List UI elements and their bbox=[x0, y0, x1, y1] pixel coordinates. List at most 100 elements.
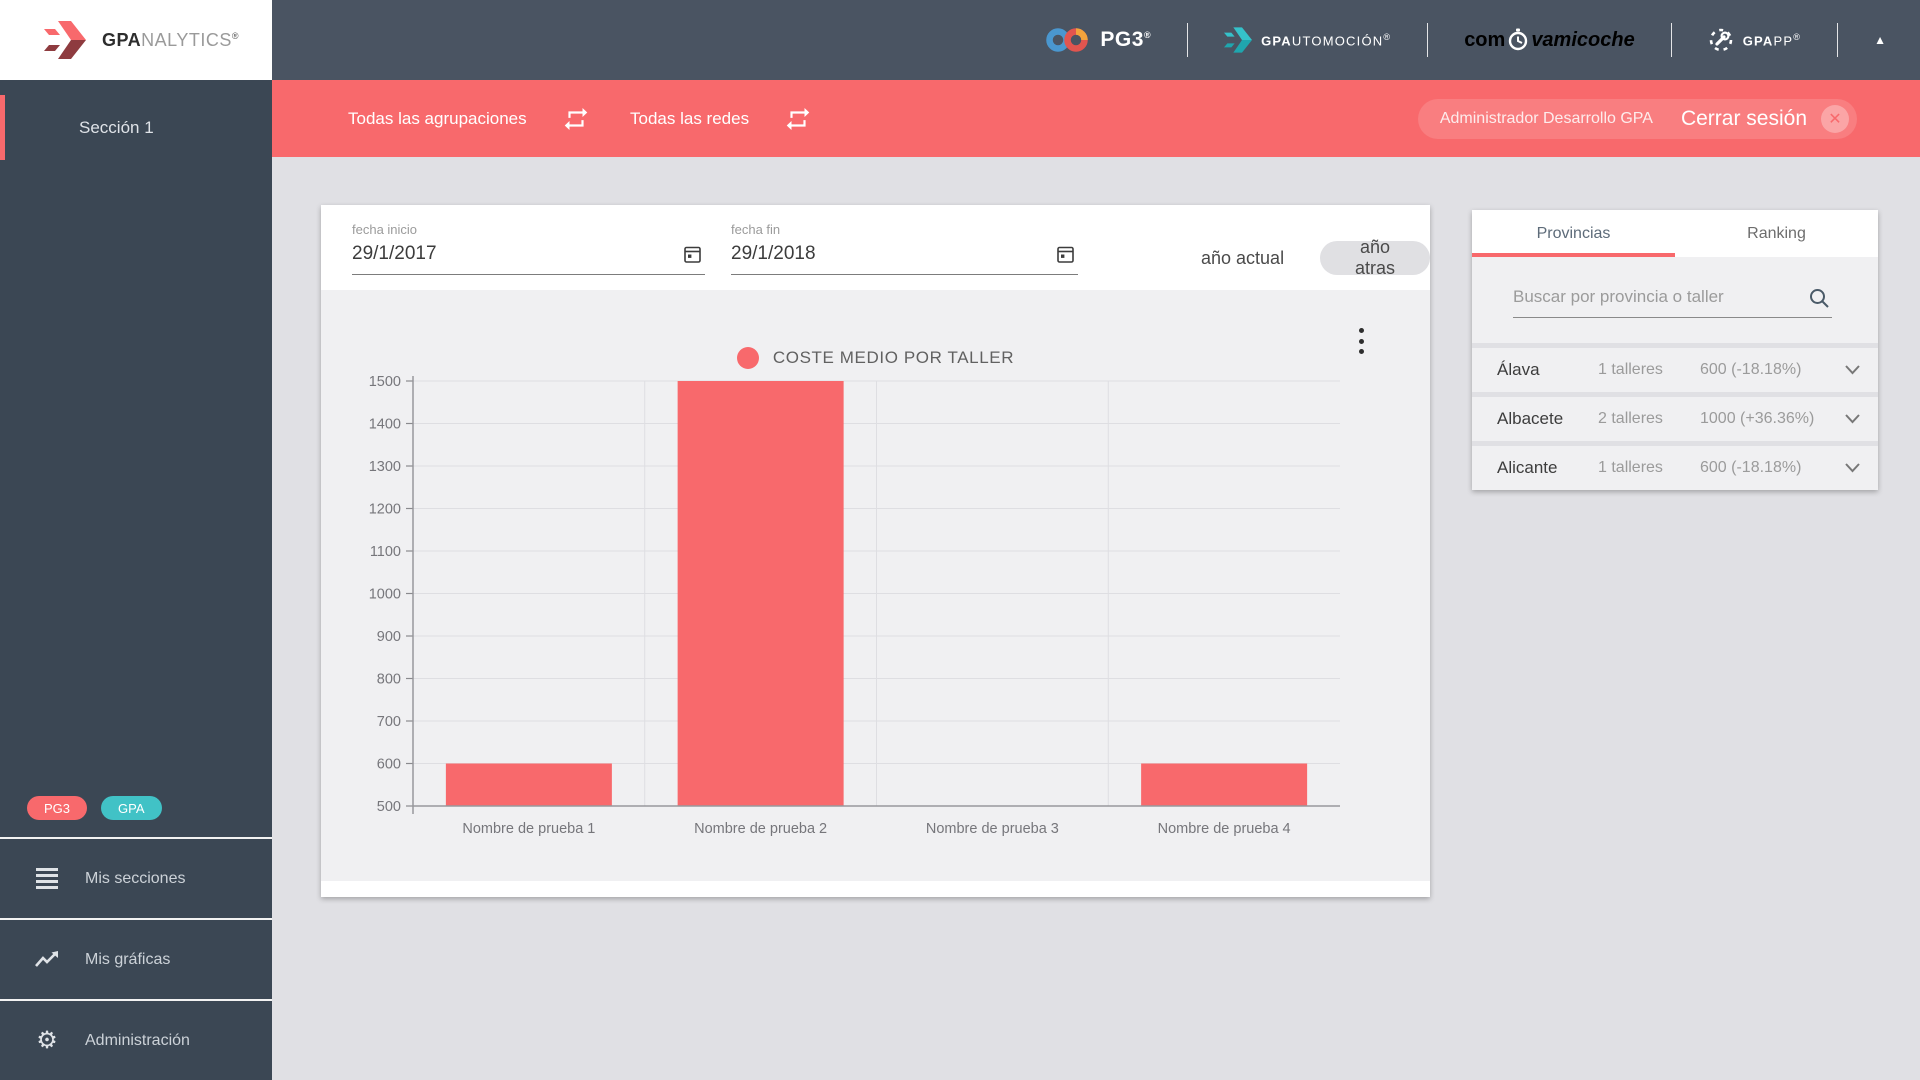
province-value: 1000 (+36.36%) bbox=[1700, 410, 1815, 427]
province-name: Álava bbox=[1497, 360, 1540, 379]
logout-label: Cerrar sesión bbox=[1680, 107, 1807, 130]
filter-toolbar: Todas las agrupaciones Todas las redes A… bbox=[272, 80, 1920, 157]
menu-item-label: Mis secciones bbox=[85, 869, 186, 887]
end-date-input[interactable]: 29/1/2018 bbox=[731, 243, 1078, 275]
y-tick-label: 1300 bbox=[369, 459, 401, 475]
redes-filter-label: Todas las redes bbox=[630, 108, 750, 128]
line-chart-icon bbox=[35, 950, 59, 969]
session-pill: Administrador Desarrollo GPA Cerrar sesi… bbox=[1417, 99, 1857, 139]
brand-wordmark: GPANALYTICS® bbox=[102, 29, 239, 50]
gpa-badge[interactable]: GPA bbox=[101, 796, 162, 820]
comprova-prefix: com bbox=[1464, 28, 1506, 51]
province-name: Alicante bbox=[1497, 458, 1558, 477]
chart-area: COSTE MEDIO POR TALLER 500 600 700 800 900 10… bbox=[321, 290, 1430, 881]
sidebar-item-mis-graficas[interactable]: Mis gráficas bbox=[0, 918, 272, 999]
pg3-infinity-icon bbox=[1046, 28, 1089, 52]
logout-x-icon: ✕ bbox=[1821, 105, 1849, 133]
y-tick-label: 1500 bbox=[369, 374, 401, 390]
sidebar-item-seccion-1[interactable]: Sección 1 bbox=[0, 95, 272, 160]
panel-tabs: Provincias Ranking bbox=[1472, 210, 1878, 257]
collapse-header-icon[interactable]: ▲ bbox=[1874, 33, 1886, 47]
province-row[interactable]: Álava 1 talleres 600 (-18.18%) bbox=[1472, 348, 1878, 392]
logout-button[interactable]: Cerrar sesión ✕ bbox=[1681, 105, 1849, 133]
chevron-down-icon[interactable] bbox=[1842, 462, 1862, 474]
calendar-icon[interactable] bbox=[1057, 245, 1074, 269]
chevron-down-icon[interactable] bbox=[1842, 364, 1862, 376]
pg3-badge[interactable]: PG3 bbox=[27, 796, 88, 820]
previous-year-button[interactable]: año atras bbox=[1320, 237, 1430, 278]
y-tick-label: 500 bbox=[377, 799, 401, 815]
x-category-label: Nombre de prueba 4 bbox=[1158, 821, 1291, 837]
province-row[interactable]: Albacete 2 talleres 1000 (+36.36%) bbox=[1472, 397, 1878, 441]
active-tab-underline bbox=[1472, 253, 1675, 257]
y-tick-label: 900 bbox=[377, 629, 401, 645]
agrupaciones-filter[interactable]: Todas las agrupaciones bbox=[348, 80, 589, 157]
chart-legend: COSTE MEDIO POR TALLER bbox=[321, 347, 1430, 369]
end-date-value: 29/1/2018 bbox=[731, 243, 816, 264]
province-name: Albacete bbox=[1497, 409, 1564, 428]
tab-provincias[interactable]: Provincias bbox=[1536, 224, 1611, 242]
bar bbox=[677, 381, 844, 806]
chart-options-kebab-icon[interactable] bbox=[1351, 328, 1371, 354]
end-date-field: fecha fin 29/1/2018 bbox=[731, 222, 1078, 275]
gpautomocion-logo: GPAUTOMOCIÓN® bbox=[1224, 27, 1391, 53]
y-tick-label: 700 bbox=[377, 714, 401, 730]
menu-item-label: Mis gráficas bbox=[85, 950, 171, 968]
bar bbox=[1141, 763, 1308, 806]
header-divider bbox=[1670, 23, 1672, 57]
header-divider bbox=[1427, 23, 1429, 57]
chart-card: fecha inicio 29/1/2017 fecha fin 29/1/20… bbox=[321, 205, 1430, 897]
gpanalytics-logo: GPANALYTICS® bbox=[0, 0, 272, 80]
sidebar: GPANALYTICS® Sección 1 PG3 GPA Mis secci… bbox=[0, 0, 272, 1080]
calendar-icon[interactable] bbox=[684, 245, 701, 269]
x-category-label: Nombre de prueba 1 bbox=[462, 821, 595, 837]
end-date-label: fecha fin bbox=[731, 222, 781, 237]
chart-title: COSTE MEDIO POR TALLER bbox=[772, 348, 1015, 367]
gpapp-logo: GPAPP® bbox=[1708, 27, 1801, 53]
logged-user-label: Administrador Desarrollo GPA bbox=[1439, 110, 1653, 127]
province-value: 600 (-18.18%) bbox=[1700, 459, 1802, 476]
x-category-label: Nombre de prueba 2 bbox=[694, 821, 827, 837]
province-value: 600 (-18.18%) bbox=[1700, 361, 1802, 378]
province-talleres: 2 talleres bbox=[1598, 410, 1663, 427]
province-search-input[interactable] bbox=[1513, 281, 1832, 318]
provinces-panel: Provincias Ranking Álava 1 talleres 600 (-… bbox=[1472, 210, 1878, 490]
x-category-label: Nombre de prueba 3 bbox=[926, 821, 1059, 837]
top-header: PG3® GPAUTOMOCIÓN® com bbox=[272, 0, 1920, 80]
y-tick-label: 1200 bbox=[369, 502, 401, 518]
comprovamicoche-logo: com vamicoche bbox=[1464, 28, 1635, 52]
pg3-label: PG3® bbox=[1100, 28, 1152, 51]
product-badges: PG3 GPA bbox=[27, 796, 162, 820]
province-talleres: 1 talleres bbox=[1598, 361, 1663, 378]
search-icon[interactable] bbox=[1808, 287, 1830, 314]
sidebar-item-administracion[interactable]: ⚙ Administración bbox=[0, 999, 272, 1080]
menu-icon bbox=[35, 868, 59, 889]
tab-ranking[interactable]: Ranking bbox=[1747, 224, 1806, 242]
gpa-arrow-teal-icon bbox=[1224, 27, 1253, 53]
sidebar-menu: Mis secciones Mis gráficas ⚙ Administrac… bbox=[0, 837, 272, 1080]
sidebar-item-mis-secciones[interactable]: Mis secciones bbox=[0, 837, 272, 918]
header-divider bbox=[1187, 23, 1189, 57]
y-tick-label: 1000 bbox=[369, 587, 401, 603]
province-list: Álava 1 talleres 600 (-18.18%) Albacete 2 ta… bbox=[1472, 348, 1878, 490]
current-year-button[interactable]: año actual bbox=[1189, 241, 1296, 275]
y-tick-label: 1400 bbox=[369, 417, 401, 433]
comprova-suffix: vamicoche bbox=[1531, 28, 1635, 51]
agrupaciones-filter-label: Todas las agrupaciones bbox=[348, 108, 527, 128]
bar-chart: 500 600 700 800 900 1000 1100 1200 1300 1400 1500 N… bbox=[369, 374, 1340, 837]
y-tick-label: 600 bbox=[377, 757, 401, 773]
start-date-input[interactable]: 29/1/2017 bbox=[352, 243, 705, 275]
gear-icon: ⚙ bbox=[36, 1026, 58, 1054]
bar bbox=[445, 763, 612, 806]
wrench-circle-icon bbox=[1709, 28, 1733, 52]
start-date-field: fecha inicio 29/1/2017 bbox=[352, 222, 705, 275]
legend-dot-icon bbox=[736, 347, 759, 369]
pg3-logo: PG3® bbox=[1045, 26, 1151, 54]
gpautomocion-label: GPAUTOMOCIÓN® bbox=[1261, 31, 1392, 49]
province-row[interactable]: Alicante 1 talleres 600 (-18.18%) bbox=[1472, 446, 1878, 490]
province-talleres: 1 talleres bbox=[1598, 459, 1663, 476]
redes-filter[interactable]: Todas las redes bbox=[630, 80, 811, 157]
chevron-down-icon[interactable] bbox=[1842, 413, 1862, 425]
gpapp-label: GPAPP® bbox=[1742, 31, 1802, 49]
